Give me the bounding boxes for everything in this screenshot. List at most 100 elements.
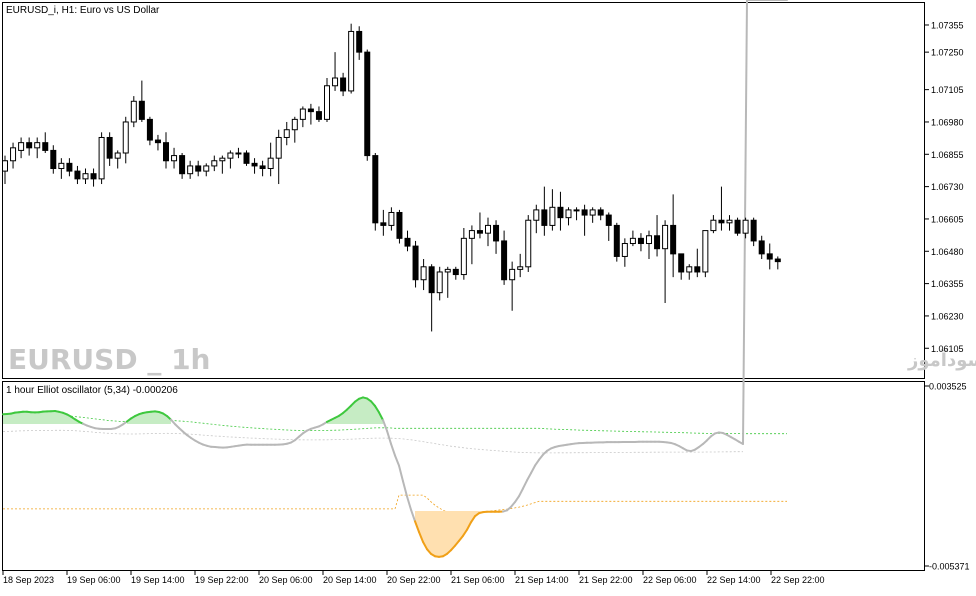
candle-body bbox=[59, 163, 64, 168]
time-tick-label: 19 Sep 06:00 bbox=[67, 575, 121, 585]
candle-body bbox=[349, 31, 354, 90]
candle-body bbox=[759, 241, 764, 254]
candle-body bbox=[325, 86, 330, 120]
candle-body bbox=[164, 143, 169, 161]
oscillator-pane bbox=[3, 382, 925, 571]
candle-body bbox=[477, 231, 482, 234]
candle-body bbox=[11, 148, 16, 161]
oscillator-axis: 0.003525 -0.005371 bbox=[925, 382, 970, 572]
candle-body bbox=[542, 210, 547, 226]
candle-body bbox=[502, 241, 507, 280]
candle-body bbox=[510, 269, 515, 279]
candle-body bbox=[268, 158, 273, 168]
candle-body bbox=[131, 101, 136, 122]
candle-body bbox=[252, 163, 257, 166]
time-tick-label: 20 Sep 22:00 bbox=[387, 575, 441, 585]
watermark-left: EURUSD _ 1h bbox=[8, 343, 210, 376]
price-tick-label: 1.06980 bbox=[931, 117, 964, 127]
price-tick-label: 1.06230 bbox=[931, 311, 964, 321]
candle-body bbox=[437, 272, 442, 293]
candle-body bbox=[590, 210, 595, 215]
candle-body bbox=[494, 225, 499, 241]
candle-body bbox=[743, 220, 748, 233]
oscillator-tick-label: -0.005371 bbox=[929, 562, 970, 572]
candle-body bbox=[663, 225, 668, 248]
price-tick-label: 1.06480 bbox=[931, 247, 964, 257]
candle-body bbox=[421, 267, 426, 280]
price-tick-label: 1.06730 bbox=[931, 182, 964, 192]
candle-body bbox=[308, 109, 313, 112]
candle-body bbox=[188, 166, 193, 174]
candle-body bbox=[43, 143, 48, 151]
candle-body bbox=[3, 161, 8, 171]
candle-body bbox=[647, 236, 652, 244]
candle-body bbox=[180, 156, 185, 174]
price-tick-label: 1.06605 bbox=[931, 214, 964, 224]
candle-body bbox=[123, 122, 128, 153]
time-tick-label: 21 Sep 22:00 bbox=[579, 575, 633, 585]
candle-body bbox=[550, 207, 555, 225]
candle-body bbox=[558, 207, 563, 217]
candle-body bbox=[638, 238, 643, 243]
candle-body bbox=[316, 112, 321, 120]
candle-body bbox=[413, 246, 418, 280]
time-tick-label: 18 Sep 2023 bbox=[3, 575, 54, 585]
candle-body bbox=[703, 231, 708, 272]
time-tick-label: 19 Sep 14:00 bbox=[131, 575, 185, 585]
time-tick-label: 21 Sep 06:00 bbox=[451, 575, 505, 585]
candle-body bbox=[622, 244, 627, 257]
candle-body bbox=[172, 156, 177, 161]
candle-body bbox=[614, 225, 619, 256]
candle-body bbox=[139, 101, 144, 119]
time-tick-label: 22 Sep 14:00 bbox=[707, 575, 761, 585]
candle-body bbox=[292, 119, 297, 129]
candle-body bbox=[284, 130, 289, 138]
candle-body bbox=[107, 137, 112, 158]
price-pane bbox=[3, 3, 925, 379]
price-tick-label: 1.07105 bbox=[931, 85, 964, 95]
candle-body bbox=[99, 137, 104, 178]
oscillator-tick-label: 0.003525 bbox=[929, 382, 967, 392]
candle-body bbox=[83, 174, 88, 179]
candle-body bbox=[429, 267, 434, 293]
candle-body bbox=[695, 267, 700, 272]
candle-body bbox=[381, 223, 386, 226]
candle-body bbox=[19, 143, 24, 151]
candle-body bbox=[655, 236, 660, 249]
candle-body bbox=[155, 140, 160, 143]
candle-body bbox=[719, 220, 724, 223]
candle-body bbox=[244, 153, 249, 163]
candle-body bbox=[115, 153, 120, 158]
candle-body bbox=[228, 153, 233, 158]
candle-body bbox=[300, 109, 305, 119]
candle-body bbox=[220, 158, 225, 161]
candle-body bbox=[453, 269, 458, 274]
candle-body bbox=[711, 220, 716, 230]
candle-body bbox=[606, 215, 611, 225]
candle-body bbox=[236, 153, 241, 154]
candle-body bbox=[445, 269, 450, 272]
time-tick-label: 22 Sep 06:00 bbox=[643, 575, 697, 585]
candle-body bbox=[35, 143, 40, 148]
candle-body bbox=[276, 137, 281, 158]
candle-body bbox=[679, 254, 684, 272]
price-tick-label: 1.06105 bbox=[931, 344, 964, 354]
candle-body bbox=[357, 31, 362, 52]
candle-body bbox=[630, 238, 635, 243]
candle-body bbox=[735, 220, 740, 233]
candle-body bbox=[469, 231, 474, 239]
candle-body bbox=[75, 171, 80, 179]
candle-body bbox=[51, 150, 56, 168]
time-tick-label: 21 Sep 14:00 bbox=[515, 575, 569, 585]
candle-body bbox=[212, 161, 217, 166]
candle-body bbox=[582, 210, 587, 215]
candle-body bbox=[27, 143, 32, 148]
candle-body bbox=[397, 212, 402, 238]
price-tick-label: 1.07355 bbox=[931, 20, 964, 30]
price-axis: 1.073551.072501.071051.069801.068551.067… bbox=[925, 20, 964, 353]
candle-body bbox=[461, 238, 466, 274]
symbol-label: EURUSD_i, H1: Euro vs US Dollar bbox=[6, 5, 160, 16]
candle-body bbox=[767, 254, 772, 259]
